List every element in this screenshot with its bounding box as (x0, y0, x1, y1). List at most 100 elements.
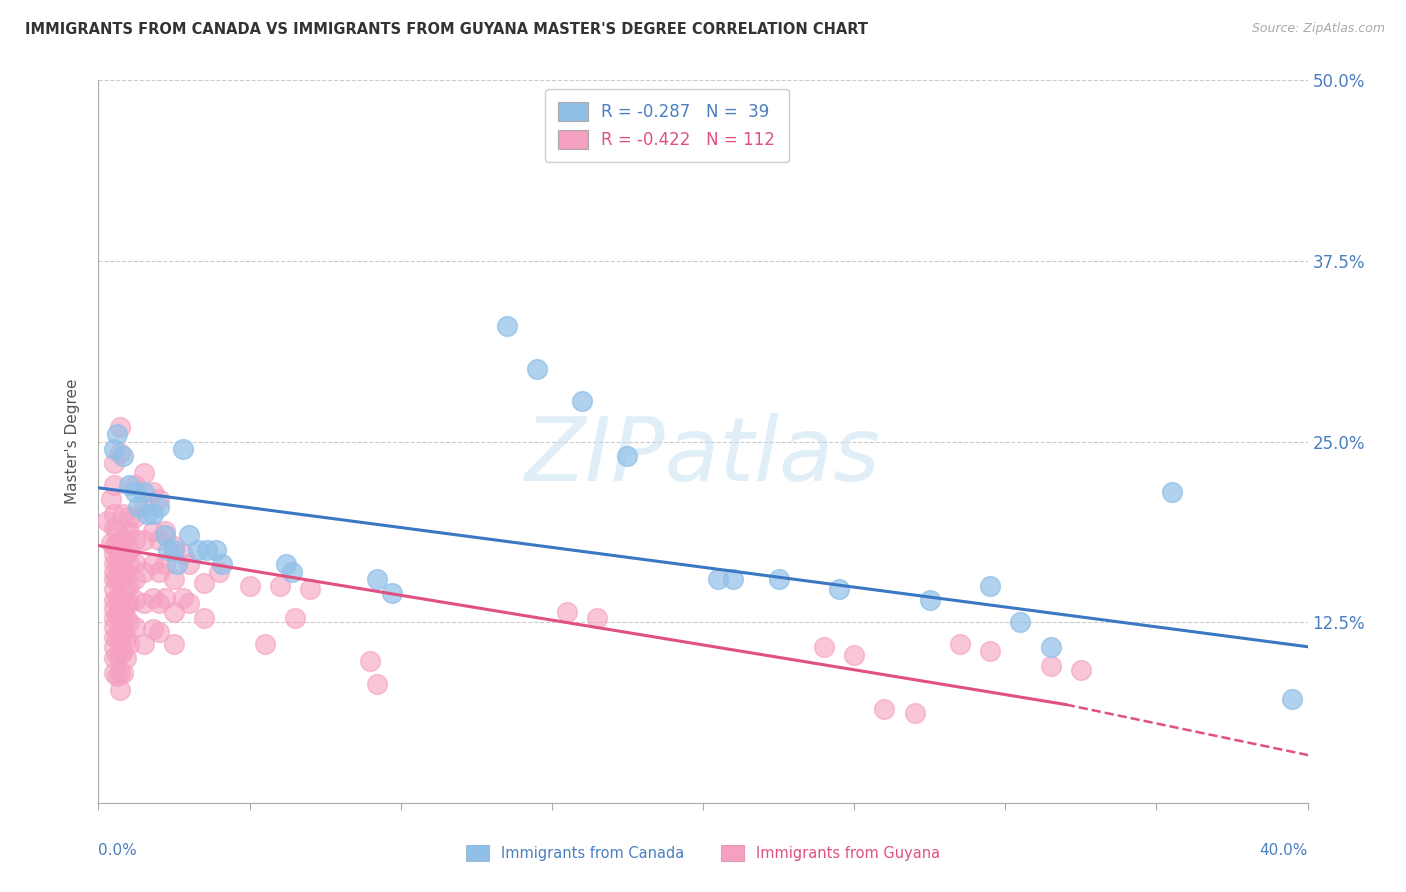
Point (103, 547, 125, 561)
Point (111, 565, 134, 579)
Point (111, 625, 134, 640)
Point (103, 619, 125, 633)
Point (114, 651, 136, 665)
Point (239, 579, 262, 593)
Point (111, 605, 134, 619)
Point (142, 485, 165, 500)
Point (124, 478, 146, 492)
Point (118, 615, 141, 630)
Point (114, 565, 136, 579)
Point (103, 665, 125, 680)
Point (132, 637, 155, 651)
Point (813, 640, 835, 654)
Point (179, 596, 201, 610)
Point (132, 596, 155, 610)
Point (111, 586, 134, 600)
Point (105, 427, 128, 442)
Point (105, 591, 128, 605)
Point (904, 706, 927, 721)
Text: IMMIGRANTS FROM CANADA VS IMMIGRANTS FROM GUYANA MASTER'S DEGREE CORRELATION CHA: IMMIGRANTS FROM CANADA VS IMMIGRANTS FRO… (25, 22, 869, 37)
Point (595, 124, 617, 138)
Point (118, 478, 141, 492)
Point (172, 547, 194, 561)
Point (114, 611, 136, 625)
Point (114, 579, 136, 593)
Point (269, 579, 291, 593)
Point (103, 593, 125, 607)
Point (124, 509, 146, 524)
Point (111, 507, 134, 521)
Text: Source: ZipAtlas.com: Source: ZipAtlas.com (1251, 22, 1385, 36)
Point (281, 565, 304, 579)
Point (949, 637, 972, 651)
Point (118, 579, 141, 593)
Point (132, 565, 155, 579)
Point (163, 572, 186, 586)
Point (114, 547, 136, 561)
Point (111, 449, 134, 463)
Point (1010, 615, 1032, 630)
Point (103, 565, 125, 579)
Point (366, 572, 388, 586)
Point (284, 611, 307, 625)
Point (142, 558, 165, 572)
Point (153, 524, 176, 538)
Point (100, 535, 122, 549)
Point (166, 558, 188, 572)
Point (124, 572, 146, 586)
Point (108, 631, 131, 645)
Point (187, 542, 209, 557)
Point (103, 478, 125, 492)
Point (105, 524, 128, 538)
Point (108, 556, 131, 570)
Point (148, 533, 170, 547)
Point (142, 524, 165, 538)
Point (96, 514, 118, 528)
Point (124, 556, 146, 570)
Point (1039, 640, 1062, 654)
Point (111, 665, 134, 680)
Point (366, 677, 388, 691)
Point (1281, 691, 1303, 706)
Point (103, 507, 125, 521)
Point (132, 485, 155, 500)
Point (979, 579, 1001, 593)
Point (105, 668, 128, 682)
Point (135, 507, 157, 521)
Point (108, 420, 131, 434)
Point (124, 533, 146, 547)
Point (114, 630, 136, 644)
Point (148, 492, 170, 507)
Point (148, 596, 170, 610)
Point (105, 630, 128, 644)
Legend: Immigrants from Canada, Immigrants from Guyana: Immigrants from Canada, Immigrants from … (460, 839, 946, 867)
Point (105, 572, 128, 586)
Point (100, 492, 122, 507)
Point (142, 591, 165, 605)
Point (111, 550, 134, 565)
Point (208, 565, 231, 579)
Point (108, 593, 131, 607)
Point (768, 572, 790, 586)
Point (103, 582, 125, 596)
Text: 0.0%: 0.0% (98, 843, 138, 857)
Point (873, 702, 896, 716)
Point (103, 651, 125, 665)
Point (148, 625, 170, 640)
Point (118, 542, 141, 557)
Point (132, 533, 155, 547)
Point (118, 509, 141, 524)
Point (844, 648, 866, 663)
Point (156, 542, 179, 557)
Point (124, 619, 146, 633)
Point (153, 558, 176, 572)
Point (111, 533, 134, 547)
Legend: R = -0.287   N =  39, R = -0.422   N = 112: R = -0.287 N = 39, R = -0.422 N = 112 (544, 88, 789, 162)
Point (103, 640, 125, 654)
Point (195, 542, 218, 557)
Point (124, 593, 146, 607)
Point (108, 683, 131, 698)
Text: ZIPatlas: ZIPatlas (526, 413, 880, 499)
Point (142, 507, 165, 521)
Point (211, 558, 233, 572)
